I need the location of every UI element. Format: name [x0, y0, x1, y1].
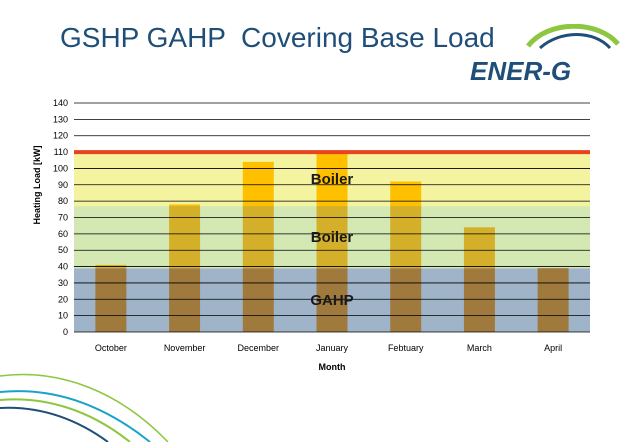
band-labels: GAHP Boiler Boiler — [310, 171, 353, 309]
bar-6-gahp — [537, 268, 569, 332]
slide-title: GSHP GAHP Covering Base Load — [60, 22, 495, 53]
bar-3-boiler-peak — [316, 152, 348, 207]
x-tick-4: Febtuary — [388, 343, 424, 353]
y-tick-40: 40 — [58, 262, 68, 272]
y-tick-labels: 0 10 20 30 40 50 60 70 80 90 100 110 120 130 140 — [53, 98, 68, 337]
bar-0-gahp — [95, 268, 127, 332]
y-tick-90: 90 — [58, 180, 68, 190]
x-tick-2: December — [238, 343, 280, 353]
y-tick-20: 20 — [58, 294, 68, 304]
y-tick-130: 130 — [53, 114, 68, 124]
x-tick-0: October — [95, 343, 127, 353]
band-label-0: GAHP — [310, 292, 353, 309]
logo-swoosh-green — [526, 24, 620, 48]
y-tick-120: 120 — [53, 131, 68, 141]
bar-4-boiler-peak — [390, 181, 422, 207]
logo-text: ENER-G — [470, 56, 571, 86]
y-tick-50: 50 — [58, 245, 68, 255]
band-label-2: Boiler — [311, 171, 354, 188]
gridlines — [74, 102, 590, 333]
bar-2-boiler — [242, 206, 274, 269]
bar-5-boiler — [463, 227, 495, 269]
x-axis-title: Month — [319, 362, 346, 372]
bars — [95, 152, 569, 332]
bar-1-gahp — [169, 268, 201, 332]
y-tick-0: 0 — [63, 327, 68, 337]
y-tick-10: 10 — [58, 311, 68, 321]
bar-2-gahp — [242, 268, 274, 332]
logo-swoosh-blue — [538, 33, 612, 50]
ener-g-logo: ENER-G — [470, 24, 620, 86]
x-tick-5: March — [467, 343, 492, 353]
y-tick-80: 80 — [58, 196, 68, 206]
y-tick-100: 100 — [53, 163, 68, 173]
bar-3-gahp — [316, 268, 348, 332]
y-tick-140: 140 — [53, 98, 68, 108]
band-label-1: Boiler — [311, 229, 354, 246]
x-tick-1: November — [164, 343, 206, 353]
y-tick-30: 30 — [58, 278, 68, 288]
y-tick-70: 70 — [58, 213, 68, 223]
bar-1-boiler — [169, 206, 201, 269]
y-axis-title: Heating Load [kW] — [32, 146, 42, 225]
y-tick-110: 110 — [54, 147, 68, 157]
bar-1-boiler-peak — [169, 204, 201, 207]
bar-3-boiler — [316, 206, 348, 269]
x-tick-3: January — [316, 343, 349, 353]
bar-4-gahp — [390, 268, 422, 332]
bar-5-gahp — [463, 268, 495, 332]
x-tick-labels: October November December January Febtuary Ma… — [95, 343, 562, 353]
bar-2-boiler-peak — [242, 161, 274, 207]
decorative-swoosh — [0, 373, 169, 442]
bar-4-boiler — [390, 206, 422, 269]
x-tick-6: April — [544, 343, 562, 353]
y-tick-60: 60 — [58, 229, 68, 239]
